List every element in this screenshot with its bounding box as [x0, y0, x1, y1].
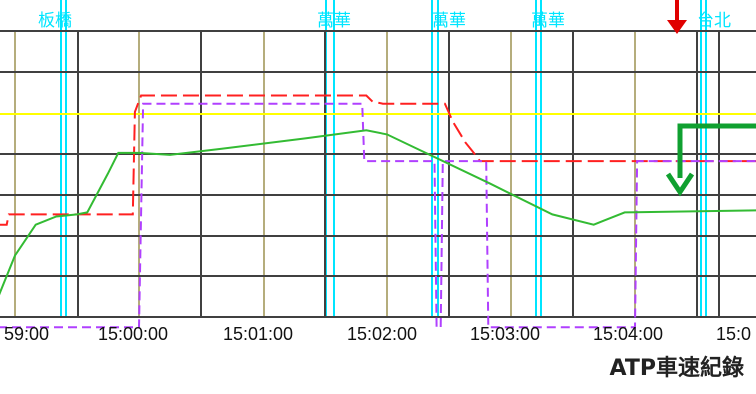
x-tick-label: 15:00:00: [98, 324, 168, 344]
speed-limit-line: [0, 94, 756, 226]
x-tick-label: 15:03:00: [470, 324, 540, 344]
x-tick-label: 15:01:00: [223, 324, 293, 344]
station-lines: [60, 0, 707, 318]
station-label-wanhua-1: 萬華: [317, 11, 351, 31]
station-label-wanhua-3: 萬華: [531, 11, 565, 31]
red-down-arrow-icon: [667, 0, 687, 34]
series-group: [0, 94, 756, 329]
train-speed-line: [0, 129, 756, 296]
target-speed-line: [0, 102, 756, 329]
x-tick-label: 59:00: [4, 324, 49, 344]
grid: [0, 30, 756, 318]
station-labels: 板橋 萬華 萬華 萬華 台北: [38, 11, 731, 31]
x-tick-label: 15:0: [716, 324, 751, 344]
x-axis-ticks: 59:00 15:00:00 15:01:00 15:02:00 15:03:0…: [4, 324, 751, 344]
annotation-arrows: [665, 0, 756, 197]
station-label-banqiao: 板橋: [38, 11, 72, 31]
station-label-wanhua-2: 萬華: [432, 11, 466, 31]
x-tick-label: 15:04:00: [593, 324, 663, 344]
chart-caption: ATP車速紀錄: [609, 356, 744, 381]
x-tick-label: 15:02:00: [347, 324, 417, 344]
station-label-taipei: 台北: [697, 11, 731, 31]
green-down-arrow-icon: [665, 123, 756, 197]
